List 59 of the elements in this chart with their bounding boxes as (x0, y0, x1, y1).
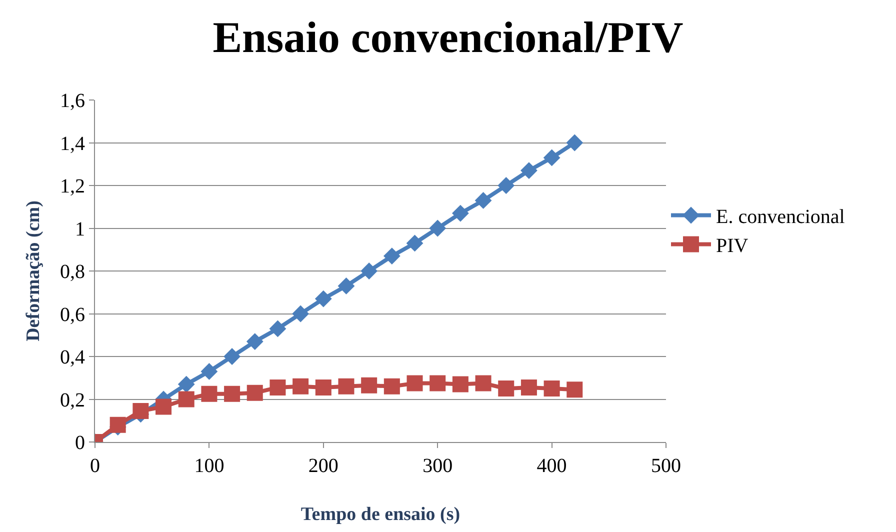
point (246, 384, 263, 401)
point (292, 378, 309, 394)
point (406, 234, 424, 252)
point (338, 378, 354, 394)
point (269, 320, 286, 338)
x-axis-title: Tempo de ensaio (s) (300, 504, 460, 525)
point (566, 382, 583, 398)
y-tick-label: 1,6 (60, 90, 85, 112)
point (520, 379, 537, 396)
point (498, 177, 515, 194)
point (383, 248, 400, 264)
point (430, 375, 446, 392)
point (224, 348, 240, 365)
point (475, 375, 492, 392)
point (270, 379, 286, 396)
y-axis-title: Deformação (cm) (22, 200, 44, 342)
point (544, 380, 560, 397)
point (361, 377, 378, 394)
point (543, 149, 560, 166)
point (498, 380, 514, 397)
point (315, 379, 332, 396)
point (132, 403, 149, 420)
point (246, 333, 264, 350)
point (314, 290, 332, 308)
x-tick-label: 200 (308, 455, 338, 477)
point (452, 204, 469, 222)
point (520, 162, 538, 179)
point (452, 376, 468, 392)
point (429, 220, 446, 237)
legend-label: E. convencional (716, 206, 846, 228)
y-tick-label: 1,2 (60, 176, 85, 198)
y-tick-label: 1 (75, 218, 85, 240)
point (338, 278, 355, 294)
point (384, 378, 400, 394)
legend-label: PIV (716, 235, 749, 258)
x-tick-label: 0 (90, 455, 100, 477)
x-tick-label: 400 (536, 455, 567, 477)
point (200, 363, 218, 380)
y-tick-label: 0,8 (60, 261, 85, 283)
y-tick-label: 1,4 (60, 132, 85, 155)
x-tick-label: 300 (422, 455, 453, 477)
point (156, 398, 172, 415)
y-tick-label: 0,6 (60, 304, 85, 326)
point (201, 386, 218, 402)
point (178, 391, 194, 408)
x-tick-label: 500 (651, 455, 681, 477)
y-tick-label: 0 (75, 432, 85, 454)
y-tick-label: 0,4 (60, 346, 85, 368)
point (224, 386, 240, 402)
point (292, 305, 310, 322)
point (110, 416, 126, 433)
point (566, 134, 584, 152)
point (406, 375, 423, 392)
point (360, 262, 378, 280)
point (178, 376, 195, 393)
point (474, 192, 492, 209)
chart-title: Ensaio convencional/PIV (212, 13, 684, 62)
x-tick-label: 100 (194, 455, 224, 477)
y-tick-label: 0,2 (60, 389, 85, 412)
